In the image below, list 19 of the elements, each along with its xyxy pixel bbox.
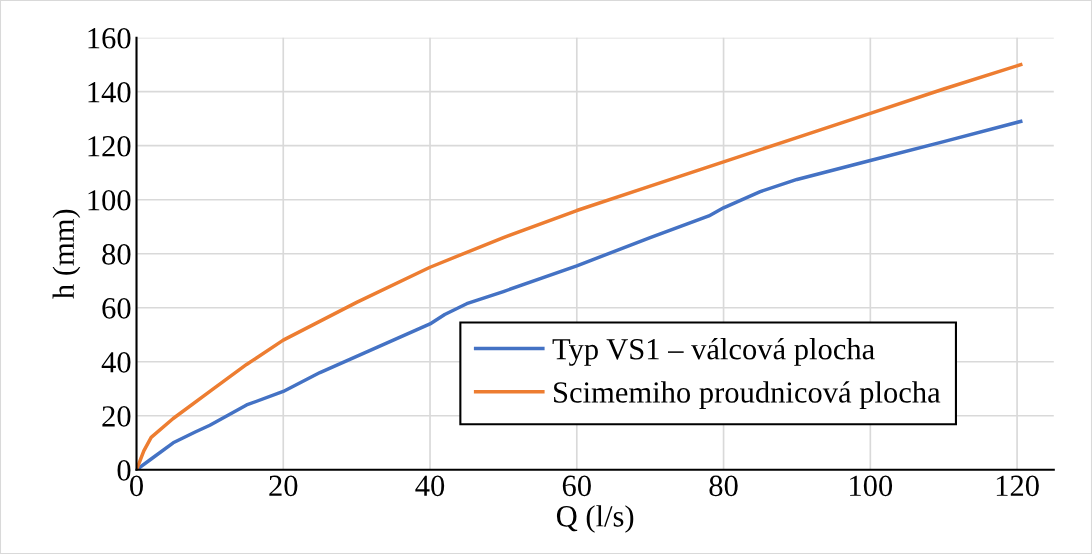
x-tick-label: 60 (562, 475, 591, 497)
legend-label: Scimemiho proudnicová plocha (554, 381, 941, 409)
legend-label: Typ VS1 – válcová plocha (552, 337, 875, 366)
y-tick-label: 0 (117, 460, 131, 481)
x-tick-label: 40 (415, 475, 445, 497)
y-axis-title: h (mm) (52, 209, 81, 299)
x-axis-title: Q (l/s) (556, 505, 634, 533)
x-tick-label: 80 (709, 475, 738, 497)
y-tick-label: 160 (88, 27, 131, 49)
y-tick-label: 20 (102, 406, 131, 427)
y-tick-label: 140 (88, 81, 131, 103)
x-tick-label: 120 (996, 475, 1039, 497)
y-tick-label: 80 (102, 244, 131, 265)
y-tick-label: 100 (88, 190, 131, 211)
y-tick-label: 60 (102, 298, 131, 319)
x-tick-label: 20 (269, 475, 298, 497)
y-tick-label: 120 (88, 135, 131, 157)
x-tick-label: 100 (850, 475, 893, 497)
y-tick-label: 40 (101, 352, 131, 373)
